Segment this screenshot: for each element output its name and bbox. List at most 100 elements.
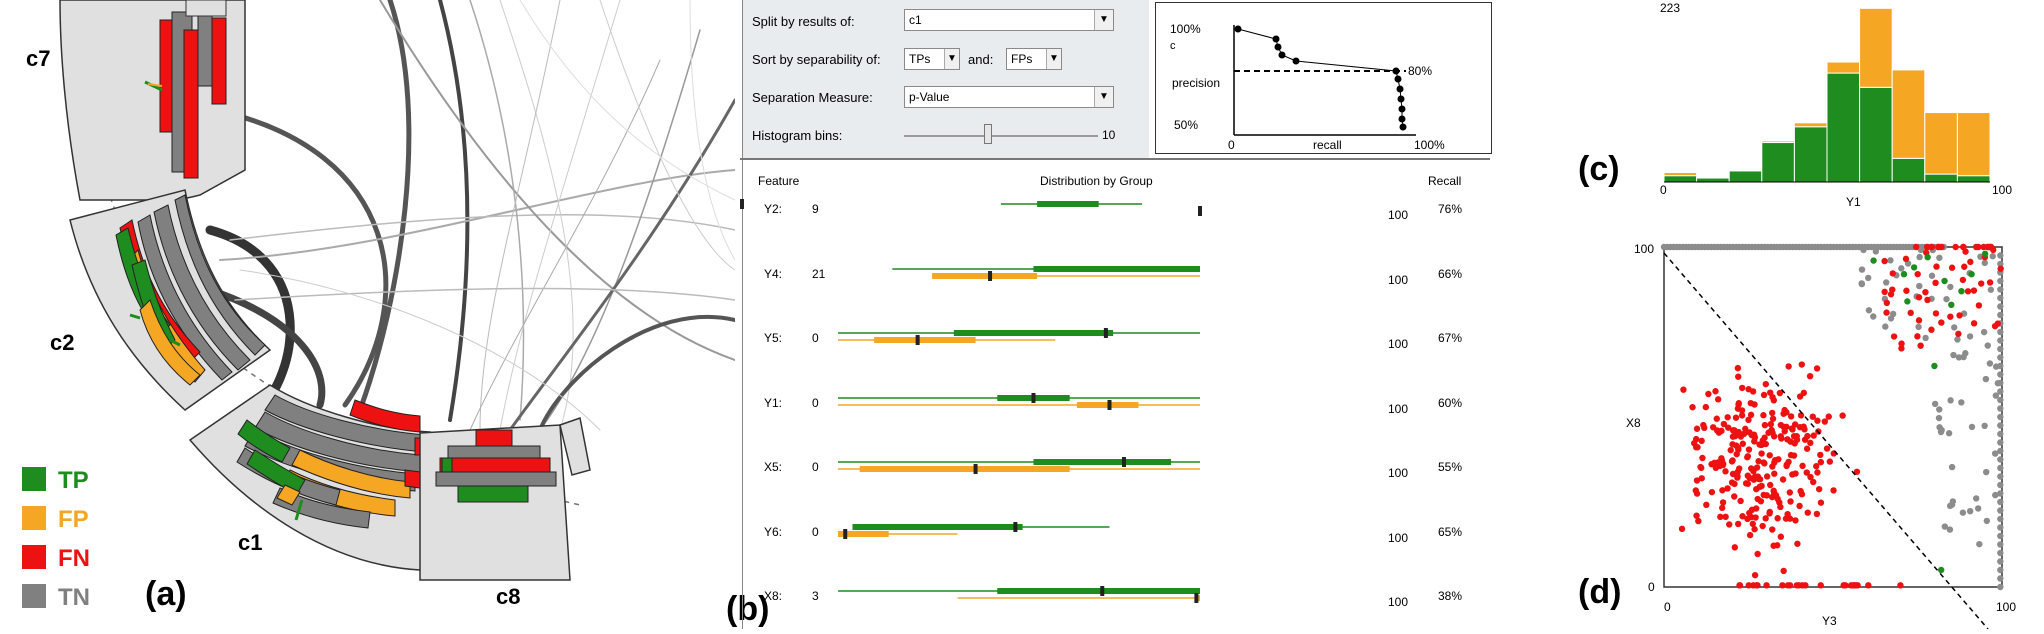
scatter-point xyxy=(1806,372,1814,380)
feature-row[interactable]: Y6: 0 100 65% xyxy=(740,519,1490,559)
distribution-bars xyxy=(740,199,1202,216)
pr-y-bottom: 50% xyxy=(1174,118,1198,132)
edge xyxy=(239,269,601,431)
scatter-point xyxy=(1734,444,1742,452)
cluster-c8-segment[interactable] xyxy=(419,424,571,581)
scatter-point xyxy=(1694,444,1701,451)
scatter-point xyxy=(1966,507,1974,515)
median-marker xyxy=(1013,521,1018,532)
feature-row[interactable]: X8: 3 100 38% xyxy=(740,583,1490,623)
scatter-point xyxy=(1744,480,1752,487)
scatter-point xyxy=(1789,471,1796,478)
scatter-point xyxy=(1959,509,1967,516)
split-select[interactable]: c1 ▼ xyxy=(904,9,1114,31)
distribution-bars xyxy=(838,457,1200,474)
feature-row[interactable]: Y1: 0 100 60% xyxy=(740,390,1490,430)
panel-label-d: (d) xyxy=(1578,573,1621,611)
scatter-point xyxy=(1726,521,1733,528)
scatter-point xyxy=(1975,302,1983,309)
scatter-point xyxy=(1718,427,1725,435)
scatter-point xyxy=(1791,440,1798,447)
scatter-point xyxy=(1997,532,2004,540)
scatter-point xyxy=(1717,513,1724,521)
scatter-point xyxy=(1745,416,1752,424)
cluster-c1-segment[interactable] xyxy=(188,384,431,571)
connection-edges xyxy=(205,0,737,432)
scatter-point xyxy=(1739,440,1747,447)
edge xyxy=(499,0,621,431)
scatter-point xyxy=(1693,512,1700,519)
edge xyxy=(219,169,736,261)
edge xyxy=(379,0,736,361)
bins-slider-thumb[interactable] xyxy=(984,124,992,144)
hist-bar-fp xyxy=(1891,69,1926,159)
scatter-point xyxy=(1872,248,1880,255)
edge xyxy=(499,0,574,431)
bins-slider-track[interactable] xyxy=(904,135,1098,137)
scatter-point xyxy=(1904,298,1911,305)
scatter-point xyxy=(1986,360,1994,367)
sort-select-1[interactable]: TPs ▼ xyxy=(904,48,960,70)
pr-curve-points xyxy=(1234,25,1407,131)
scatter-point xyxy=(1974,505,1982,512)
distribution-bars xyxy=(838,392,1200,410)
scatter-point xyxy=(1698,475,1705,482)
scatter-x-max: 100 xyxy=(1996,600,2016,614)
scatter-point xyxy=(1815,485,1823,493)
scatter-point xyxy=(1997,481,2004,489)
cluster-c2-segment[interactable] xyxy=(69,189,272,411)
scatter-point xyxy=(1720,420,1728,428)
scatter-point xyxy=(1928,272,1936,279)
edge xyxy=(508,98,737,432)
feature-row[interactable]: X5: 0 100 55% xyxy=(740,454,1490,494)
median-marker xyxy=(1194,593,1199,603)
scatter-point xyxy=(1751,571,1759,579)
col-distribution: Distribution by Group xyxy=(1040,174,1153,188)
scatter-point xyxy=(1733,450,1740,458)
scatter-point xyxy=(1708,461,1715,468)
scatter-point xyxy=(1750,431,1758,438)
scatter-point xyxy=(1719,461,1727,469)
scatter-point xyxy=(1777,421,1785,429)
feature-recall: 66% xyxy=(1438,266,1463,281)
hist-bar-tp xyxy=(1793,126,1828,183)
scatter-point xyxy=(1960,353,1967,361)
cluster-segment-partial[interactable] xyxy=(559,417,591,476)
scatter-point xyxy=(1761,460,1768,467)
scatter-point xyxy=(1997,252,2004,259)
scatter-point xyxy=(1753,582,1760,589)
sort-and-label: and: xyxy=(968,52,994,67)
scatter-point xyxy=(1947,397,1954,404)
scatter-point xyxy=(1910,264,1918,271)
scatter-point xyxy=(1997,345,2004,353)
hist-x-min: 0 xyxy=(1660,183,1667,197)
scatter-point xyxy=(1952,243,1959,251)
scatter-point xyxy=(1931,400,1939,408)
scatter-point xyxy=(1779,582,1786,589)
scatter-point xyxy=(1997,456,2004,463)
sort-select-2[interactable]: FPs ▼ xyxy=(1006,48,1062,70)
scatter-point xyxy=(1722,513,1729,521)
median-marker xyxy=(973,464,978,474)
feature-max: 100 xyxy=(1388,466,1409,480)
scatter-point xyxy=(1801,426,1808,433)
hist-bar-fp xyxy=(1793,122,1828,128)
scatter-point xyxy=(1946,526,1954,533)
scatter-point xyxy=(1724,485,1731,492)
scatter-point xyxy=(1997,575,2004,582)
feature-row[interactable]: Y2: 9 100 76% xyxy=(740,196,1490,236)
scatter-point xyxy=(1915,294,1923,301)
feature-row[interactable]: Y5: 0 100 67% xyxy=(740,325,1490,365)
cluster-c7-segment[interactable] xyxy=(59,0,246,202)
pr-curve-line xyxy=(1237,28,1404,128)
scatter-point xyxy=(1970,287,1978,294)
scatter-point xyxy=(1787,451,1795,459)
feature-min: 0 xyxy=(812,331,819,345)
legend-swatch-tn xyxy=(22,584,46,608)
feature-row[interactable]: Y4: 21 100 66% xyxy=(740,261,1490,301)
scatter-point xyxy=(1738,412,1746,419)
scatter-point xyxy=(1932,310,1940,317)
measure-select[interactable]: p-Value ▼ xyxy=(904,86,1114,108)
scatter-point xyxy=(1997,328,2004,336)
scatter-point xyxy=(1754,495,1761,503)
